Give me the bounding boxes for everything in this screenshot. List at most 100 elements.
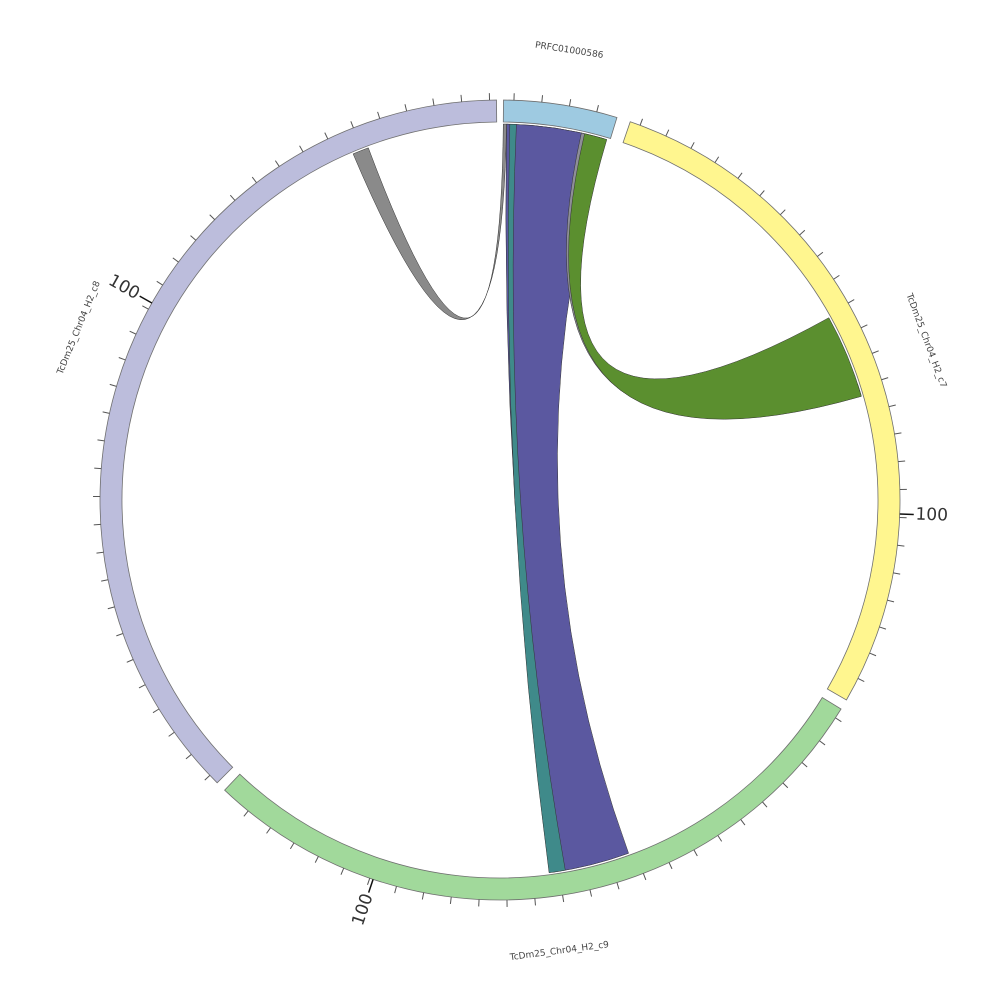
minor-tick — [404, 104, 408, 112]
segment-arc-3 — [99, 99, 498, 784]
major-tick — [367, 879, 374, 893]
minor-tick — [596, 104, 599, 113]
minor-tick — [96, 551, 104, 554]
minor-tick — [668, 862, 673, 870]
minor-tick — [881, 377, 889, 381]
minor-tick — [185, 754, 192, 760]
major-tick — [139, 295, 153, 304]
minor-tick — [204, 774, 211, 781]
minor-tick — [562, 895, 565, 903]
minor-tick — [350, 121, 354, 129]
minor-tick — [101, 579, 109, 582]
minor-tick — [888, 404, 896, 408]
minor-tick — [714, 156, 720, 163]
links-layer — [352, 123, 862, 874]
minor-tick — [109, 383, 117, 387]
minor-tick — [693, 849, 698, 857]
minor-tick — [460, 94, 463, 102]
minor-tick — [243, 810, 249, 817]
segment-arc-0 — [502, 99, 618, 140]
minor-tick — [799, 229, 806, 236]
minor-tick — [847, 299, 855, 304]
minor-tick — [690, 142, 695, 149]
minor-tick — [589, 889, 593, 897]
segment-label: PRFC01000586 — [534, 41, 604, 61]
minor-tick — [107, 606, 115, 610]
minor-tick — [717, 835, 723, 842]
minor-tick — [324, 132, 329, 140]
minor-tick — [168, 731, 175, 737]
minor-tick — [367, 878, 371, 885]
minor-tick — [740, 819, 746, 826]
ribbon-link-5 — [352, 123, 507, 320]
minor-tick — [893, 572, 901, 575]
minor-tick — [449, 896, 452, 905]
minor-tick — [762, 801, 768, 808]
minor-tick — [616, 882, 620, 890]
minor-tick — [274, 160, 280, 167]
minor-tick — [871, 350, 879, 354]
minor-tick — [759, 190, 765, 197]
minor-tick — [116, 633, 124, 637]
minor-tick — [534, 898, 536, 906]
minor-tick — [833, 274, 840, 280]
minor-tick — [251, 176, 257, 183]
minor-tick — [737, 172, 743, 179]
ticks-layer — [93, 93, 914, 907]
segment-label: TcDm25_Chr04_H2_c9 — [508, 940, 610, 963]
minor-tick — [421, 892, 425, 900]
minor-tick — [126, 659, 134, 663]
minor-tick — [377, 111, 381, 119]
minor-tick — [266, 827, 271, 834]
minor-tick — [118, 357, 126, 361]
tick-label: 100 — [915, 505, 948, 526]
minor-tick — [642, 873, 647, 881]
minor-tick — [898, 460, 906, 463]
minor-tick — [299, 145, 304, 153]
minor-tick — [190, 235, 197, 241]
tick-label: 100 — [105, 271, 143, 304]
minor-tick — [152, 708, 160, 714]
minor-tick — [340, 868, 345, 875]
minor-tick — [568, 99, 572, 107]
segment-arc-2 — [224, 696, 842, 901]
minor-tick — [835, 717, 842, 723]
minor-tick — [665, 129, 670, 137]
minor-tick — [97, 439, 105, 442]
minor-tick — [894, 432, 902, 435]
segments-layer — [99, 99, 901, 901]
minor-tick — [639, 118, 643, 126]
minor-tick — [879, 626, 887, 630]
minor-tick — [857, 678, 865, 683]
minor-tick — [432, 98, 435, 106]
ribbon-link-2 — [507, 123, 566, 874]
minor-tick — [860, 324, 868, 329]
minor-tick — [94, 467, 102, 470]
segment-label: TcDm25_Chr04_H2_c8 — [55, 280, 103, 377]
minor-tick — [172, 257, 179, 263]
segment-arc-1 — [622, 121, 901, 701]
minor-tick — [129, 330, 137, 335]
minor-tick — [102, 411, 110, 414]
tick-label: 100 — [348, 891, 377, 928]
segment-label: TcDm25_Chr04_H2_c7 — [903, 291, 948, 389]
minor-tick — [869, 652, 877, 657]
minor-tick — [897, 544, 905, 547]
minor-tick — [289, 842, 295, 850]
minor-tick — [780, 209, 786, 216]
minor-tick — [801, 762, 808, 768]
minor-tick — [782, 782, 789, 789]
minor-tick — [394, 886, 397, 894]
minor-tick — [229, 194, 236, 201]
minor-tick — [156, 280, 163, 286]
minor-tick — [314, 856, 319, 863]
minor-tick — [138, 684, 146, 689]
minor-tick — [209, 214, 216, 220]
ribbon-link-4 — [568, 133, 862, 420]
minor-tick — [541, 95, 544, 103]
minor-tick — [887, 599, 895, 603]
minor-tick — [819, 740, 826, 746]
minor-tick — [142, 305, 149, 310]
minor-tick — [817, 251, 824, 257]
